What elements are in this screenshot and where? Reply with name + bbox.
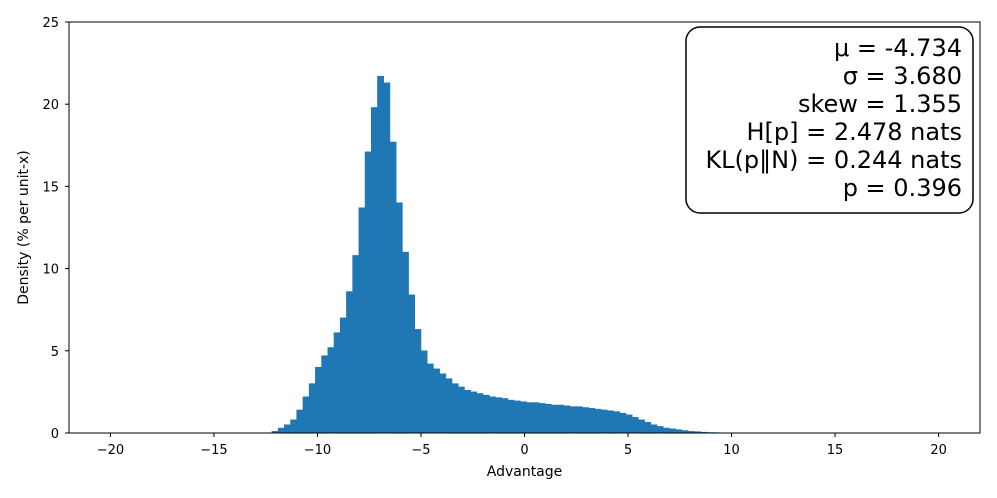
- x-tick-label: 20: [930, 443, 947, 458]
- histogram-bar: [308, 383, 316, 434]
- bars-layer: [271, 75, 726, 434]
- histogram-bar: [327, 347, 335, 434]
- histogram-bar: [339, 317, 347, 434]
- histogram-bar: [315, 366, 322, 434]
- histogram-bar: [482, 394, 490, 434]
- histogram-bar: [575, 406, 583, 434]
- histogram-bar: [408, 294, 416, 434]
- histogram-bar: [358, 207, 366, 434]
- histogram-bar: [284, 424, 291, 434]
- histogram-bar: [402, 251, 409, 434]
- histogram-bar: [588, 408, 596, 434]
- histogram-bar: [389, 141, 397, 434]
- histogram-bar: [346, 291, 353, 434]
- histogram-bar: [507, 399, 515, 434]
- histogram-bar: [290, 419, 298, 434]
- x-tick-label: 5: [624, 443, 632, 458]
- histogram-bar: [370, 107, 378, 434]
- histogram-bar: [445, 378, 453, 434]
- y-tick-label: 5: [51, 345, 59, 360]
- stats-line-kl: KL(p‖N) = 0.244 nats: [705, 146, 962, 174]
- histogram-bar: [520, 401, 527, 434]
- stats-line-mean: μ = -4.734: [834, 34, 962, 62]
- histogram-bar: [451, 383, 459, 434]
- stats-box: μ = -4.734 σ = 3.680 skew = 1.355 H[p] =…: [685, 26, 974, 214]
- x-tick-label: 10: [723, 443, 740, 458]
- histogram-bar: [662, 427, 670, 434]
- histogram-bar: [377, 75, 385, 434]
- histogram-bar: [551, 404, 558, 434]
- histogram-bar: [619, 412, 627, 434]
- plot-area: −20 −15 −10 −5 0 5 10 15 20 0 5 10 15 20 25 Advantage …: [16, 16, 981, 480]
- histogram-bar: [414, 329, 422, 434]
- histogram-bar: [439, 373, 447, 434]
- histogram-bar: [526, 402, 534, 434]
- histogram-bar: [501, 398, 509, 434]
- histogram-bar: [557, 404, 565, 434]
- histogram-bar: [495, 397, 503, 434]
- stats-line-entropy: H[p] = 2.478 nats: [746, 118, 962, 146]
- histogram-bar: [302, 396, 310, 434]
- histogram-bar: [513, 400, 521, 434]
- histogram-bar: [656, 426, 664, 434]
- histogram-bar: [532, 402, 540, 434]
- stats-line-skew: skew = 1.355: [798, 90, 962, 118]
- stats-line-std: σ = 3.680: [843, 62, 962, 90]
- histogram-bar: [321, 355, 329, 434]
- histogram-bar: [476, 393, 484, 434]
- histogram-bar: [644, 422, 652, 434]
- histogram-bar: [277, 427, 285, 434]
- histogram-bar: [569, 406, 577, 434]
- histogram-bar: [600, 409, 608, 434]
- histogram-bar: [364, 151, 372, 434]
- histogram-bar: [669, 428, 676, 434]
- x-axis-label: Advantage: [487, 464, 563, 480]
- histogram-bar: [594, 408, 602, 434]
- histogram-bar: [625, 414, 633, 434]
- y-tick-label: 0: [51, 427, 59, 442]
- x-tick-label: −20: [97, 443, 124, 458]
- histogram-bar: [383, 82, 391, 434]
- x-tick-label: 15: [827, 443, 844, 458]
- y-tick-label: 10: [42, 263, 59, 278]
- x-tick-label: −5: [411, 443, 430, 458]
- histogram-bar: [395, 202, 403, 434]
- histogram-bar: [638, 419, 645, 434]
- labels-layer: Advantage Density (% per unit-x): [16, 150, 562, 480]
- histogram-bar: [582, 407, 589, 434]
- histogram-bar: [457, 386, 465, 434]
- histogram-bar: [538, 403, 546, 434]
- stats-box-background: [685, 26, 974, 214]
- y-tick-label: 25: [42, 16, 59, 31]
- histogram-bar: [631, 417, 639, 434]
- histogram-bar: [296, 409, 304, 434]
- histogram-bar: [607, 410, 614, 434]
- histogram-bar: [420, 350, 428, 434]
- x-tick-label: 0: [520, 443, 528, 458]
- y-tick-label: 15: [42, 180, 59, 195]
- histogram-bar: [464, 389, 471, 434]
- histogram-bar: [488, 396, 496, 434]
- x-tick-label: −10: [304, 443, 331, 458]
- histogram-bar: [544, 403, 552, 434]
- histogram-bar: [470, 391, 478, 434]
- histogram-bar: [613, 411, 621, 434]
- ticks-layer: −20 −15 −10 −5 0 5 10 15 20 0 5 10 15 20 25: [42, 16, 946, 458]
- histogram-bar: [563, 405, 571, 434]
- histogram-bar: [333, 332, 341, 434]
- histogram-bar: [433, 368, 440, 434]
- stats-line-p: p = 0.396: [843, 174, 962, 202]
- y-axis-label: Density (% per unit-x): [16, 150, 32, 305]
- x-tick-label: −15: [200, 443, 227, 458]
- histogram-bar: [650, 424, 658, 434]
- histogram-bar: [352, 255, 360, 434]
- histogram-bar: [426, 363, 434, 434]
- y-tick-label: 20: [42, 98, 59, 113]
